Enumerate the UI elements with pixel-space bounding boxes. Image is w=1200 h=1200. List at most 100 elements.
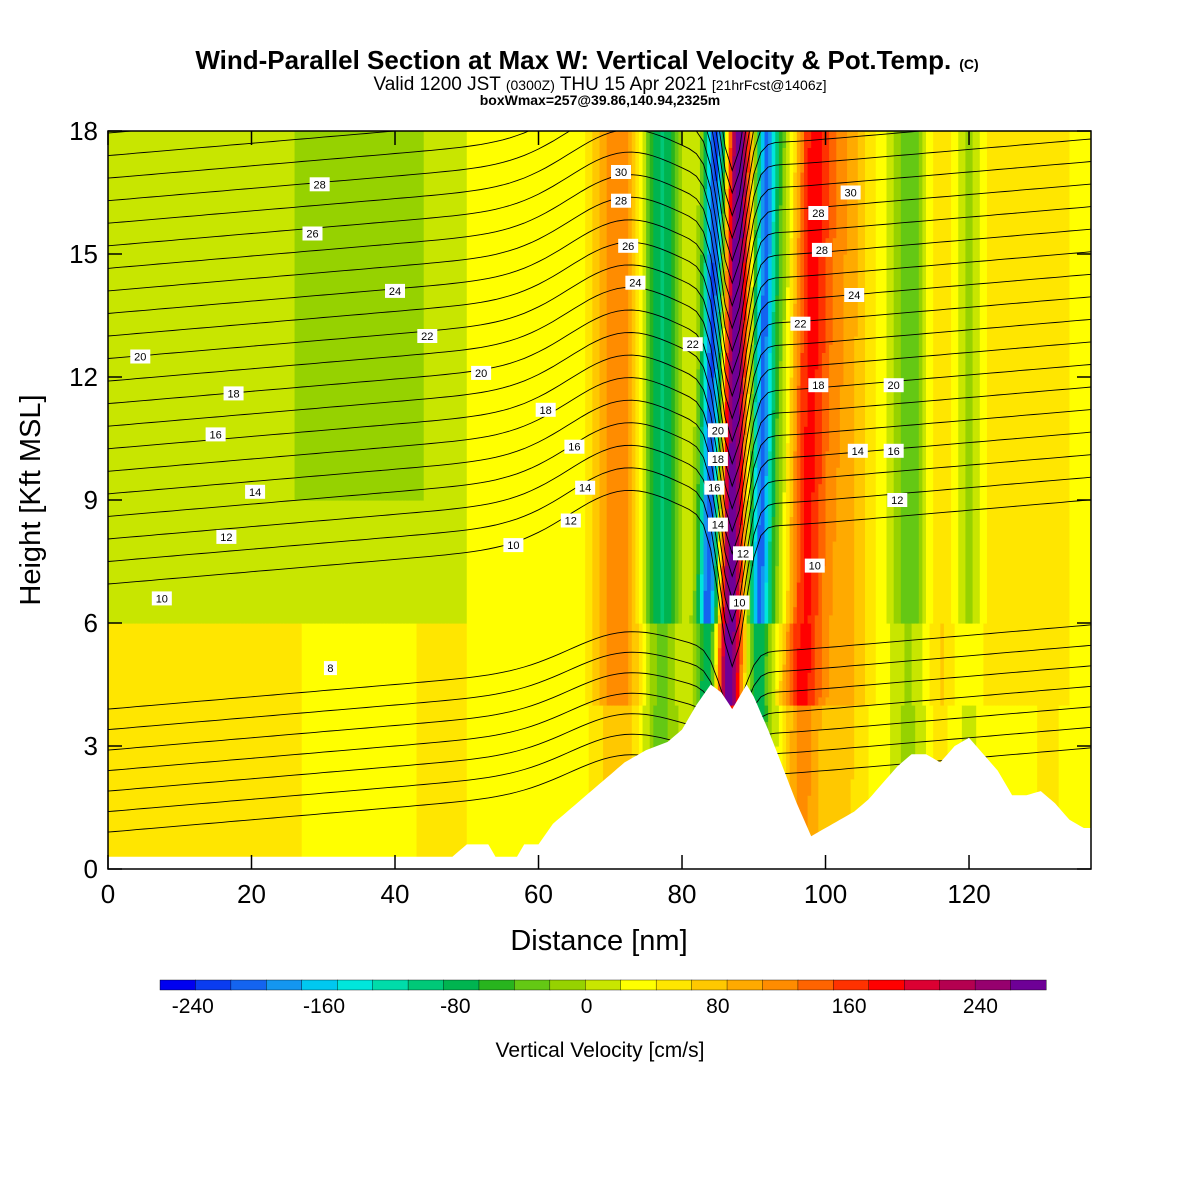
w-cell <box>717 623 723 649</box>
w-cell <box>398 131 403 501</box>
w-cell <box>176 131 181 624</box>
w-cell <box>814 705 819 869</box>
theta-label-box <box>309 177 330 192</box>
w-cell <box>976 623 981 869</box>
w-cell <box>635 623 640 706</box>
w-cell <box>377 131 382 501</box>
w-cell <box>165 623 170 869</box>
w-cell <box>642 623 647 706</box>
w-cell <box>699 139 705 255</box>
w-cell <box>961 623 967 706</box>
w-cell <box>717 213 723 263</box>
w-cell <box>764 623 769 657</box>
w-cell <box>807 131 812 148</box>
theta-contour <box>108 131 761 263</box>
w-cell <box>739 237 744 321</box>
w-cell <box>222 623 227 869</box>
w-cell <box>1065 131 1071 706</box>
colorbar-swatch <box>974 979 1012 991</box>
w-cell <box>549 131 554 869</box>
w-cell <box>348 500 353 624</box>
colorbar-ticks: -240 -160 -80 0 80 160 240 <box>172 995 998 1018</box>
w-cell <box>721 401 726 444</box>
w-cell <box>969 131 974 624</box>
w-cell <box>789 623 794 706</box>
w-cell <box>764 705 769 722</box>
w-cell <box>829 344 834 616</box>
w-cell <box>685 131 690 869</box>
w-cell <box>402 623 407 869</box>
w-cell <box>915 623 920 869</box>
w-cell <box>868 705 873 869</box>
w-cell <box>287 623 292 869</box>
w-cell <box>416 131 421 501</box>
w-cell <box>699 131 705 140</box>
theta-contour <box>108 332 1091 511</box>
w-cell <box>721 623 726 657</box>
w-cell <box>796 385 802 583</box>
w-cell <box>1033 131 1038 706</box>
w-cell <box>344 500 349 624</box>
w-cell <box>699 573 705 624</box>
w-cell <box>212 623 217 869</box>
w-cell <box>247 131 253 624</box>
w-cell <box>280 623 285 869</box>
w-cell <box>190 623 195 869</box>
theta-contour <box>108 726 1091 816</box>
colorbar-swatch <box>904 979 941 991</box>
w-cell <box>183 623 188 869</box>
w-cell <box>721 213 726 255</box>
w-cell <box>197 623 202 869</box>
w-cell <box>764 131 769 337</box>
theta-label: 20 <box>712 425 724 437</box>
w-cell <box>717 131 723 157</box>
theta-label: 16 <box>568 442 580 454</box>
w-cell <box>1004 131 1010 706</box>
theta-label-box <box>887 493 908 507</box>
w-cell <box>757 237 762 312</box>
w-cell <box>308 623 314 869</box>
colorbar-tick-label: 0 <box>581 995 593 1018</box>
theta-label: 20 <box>475 368 487 380</box>
w-cell <box>775 295 780 419</box>
w-cell <box>563 131 568 869</box>
chart-title: Wind-Parallel Section at Max W: Vertical… <box>195 45 978 75</box>
theta-label-box <box>847 443 868 458</box>
w-cell <box>244 623 249 869</box>
w-cell <box>136 623 141 869</box>
w-cell <box>567 131 572 869</box>
w-cell <box>423 623 428 869</box>
theta-label-box <box>729 595 750 610</box>
w-cell <box>330 623 335 869</box>
w-cell <box>168 623 174 869</box>
w-cell <box>692 131 697 427</box>
theta-label-box <box>808 378 829 393</box>
w-cell <box>893 131 898 624</box>
theta-contour <box>108 706 1091 795</box>
w-cell <box>240 623 245 869</box>
theta-label-box <box>575 480 596 495</box>
w-cell <box>800 131 805 173</box>
colorbar <box>159 979 1047 991</box>
w-cell <box>692 590 697 624</box>
w-cell <box>954 131 959 869</box>
w-cell <box>782 623 787 665</box>
w-cell <box>750 508 755 567</box>
w-cell <box>789 131 794 239</box>
w-cell <box>283 623 288 869</box>
w-cell <box>850 131 855 706</box>
w-cell <box>1008 131 1013 706</box>
w-cell <box>728 442 733 706</box>
w-cell <box>520 131 525 869</box>
w-cell <box>290 623 296 869</box>
w-cell <box>287 131 292 624</box>
w-cell <box>803 131 809 427</box>
w-cell <box>703 131 708 189</box>
w-cell <box>811 131 816 493</box>
w-cell <box>775 705 780 747</box>
w-cell <box>412 500 418 624</box>
w-cell <box>760 623 766 772</box>
w-cell <box>732 631 737 706</box>
w-cell <box>725 450 730 509</box>
colorbar-swatch <box>159 979 196 991</box>
